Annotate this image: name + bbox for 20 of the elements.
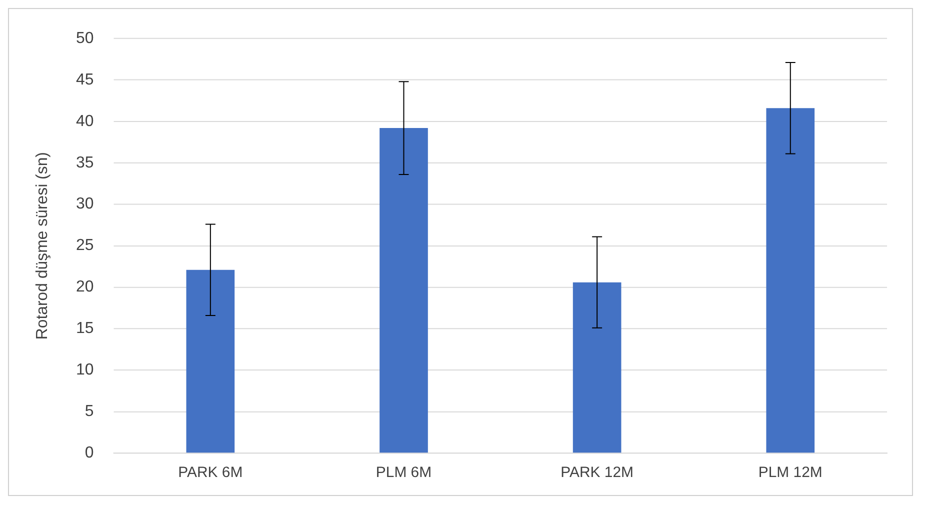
x-tick-label: PARK 12M (560, 464, 634, 482)
y-tick-label: 25 (76, 237, 94, 254)
y-tick-label: 15 (76, 320, 94, 338)
y-tick-label: 50 (76, 30, 94, 47)
bar (766, 108, 815, 453)
bar (572, 282, 622, 453)
y-tick-label: 20 (76, 278, 94, 296)
bar (380, 128, 428, 453)
y-axis-title: Rotarod düşme süresi (sn) (34, 152, 51, 340)
y-tick-label: 35 (76, 154, 94, 172)
y-tick-label: 10 (76, 362, 94, 379)
y-tick-label: 45 (76, 71, 94, 88)
y-tick-label: 30 (76, 196, 94, 213)
bar (186, 270, 235, 453)
y-tick-label: 40 (76, 112, 94, 130)
x-tick-label: PLM 12M (758, 464, 822, 482)
y-tick-label: 5 (84, 403, 94, 420)
x-tick-label: PLM 6M (376, 464, 432, 482)
x-tick-label: PARK 6M (178, 464, 243, 482)
y-tick-label: 0 (84, 444, 94, 462)
